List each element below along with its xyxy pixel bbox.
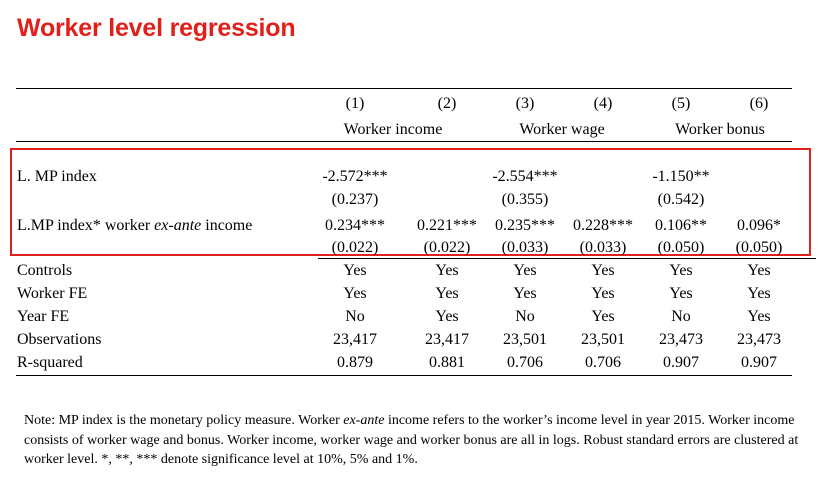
table-cell: 23,473 <box>659 331 703 348</box>
column-number: (6) <box>749 95 769 112</box>
table-cell: Yes <box>591 308 615 325</box>
row-label-mp-index: L. MP index <box>17 168 97 185</box>
table-cell: 23,473 <box>737 331 781 348</box>
table-cell: 0.706 <box>585 354 621 371</box>
table-cell: 0.879 <box>337 354 373 371</box>
row-label-worker-fe: Worker FE <box>17 285 88 302</box>
table-note: Note: MP index is the monetary policy me… <box>24 413 799 467</box>
table-cell: Yes <box>435 285 459 302</box>
table-cell: (0.050) <box>735 239 783 256</box>
table-cell: No <box>515 308 535 325</box>
table-cell: (0.022) <box>331 239 379 256</box>
highlight-box <box>10 148 811 256</box>
slide-title: Worker level regression <box>17 14 296 42</box>
row-label-rsquared: R-squared <box>17 354 83 371</box>
coefficient-bottom-rule <box>318 258 816 259</box>
header-bottom-rule <box>16 141 792 142</box>
table-cell: Yes <box>747 308 771 325</box>
table-cell: -1.150** <box>652 168 710 185</box>
table-cell: (0.050) <box>657 239 705 256</box>
row-label-controls: Controls <box>17 262 73 279</box>
group-header-wage: Worker wage <box>519 121 605 138</box>
table-bottom-rule <box>16 375 792 376</box>
table-cell: 0.881 <box>429 354 465 371</box>
table-cell: 0.235*** <box>495 217 555 234</box>
table-cell: 23,501 <box>503 331 547 348</box>
table-cell: Yes <box>747 285 771 302</box>
column-number: (2) <box>437 95 457 112</box>
table-top-rule <box>16 88 792 89</box>
column-number: (5) <box>671 95 691 112</box>
table-cell: Yes <box>435 308 459 325</box>
table-cell: 23,501 <box>581 331 625 348</box>
table-cell: 23,417 <box>425 331 469 348</box>
table-cell: Yes <box>513 285 537 302</box>
group-header-income: Worker income <box>343 121 443 138</box>
table-cell: 0.228*** <box>573 217 633 234</box>
table-cell: No <box>671 308 691 325</box>
table-cell: (0.033) <box>579 239 627 256</box>
table-cell: Yes <box>669 285 693 302</box>
table-cell: 0.706 <box>507 354 543 371</box>
table-cell: Yes <box>747 262 771 279</box>
table-cell: (0.033) <box>501 239 549 256</box>
row-label-year-fe: Year FE <box>17 308 70 325</box>
column-number: (1) <box>345 95 365 112</box>
table-cell: 0.221*** <box>417 217 477 234</box>
column-number: (4) <box>593 95 613 112</box>
table-cell: Yes <box>591 285 615 302</box>
group-header-bonus: Worker bonus <box>675 121 765 138</box>
table-cell: 23,417 <box>333 331 377 348</box>
table-cell: Yes <box>343 262 367 279</box>
table-cell: Yes <box>513 262 537 279</box>
table-cell: Yes <box>435 262 459 279</box>
row-label-observations: Observations <box>17 331 102 348</box>
table-cell: (0.022) <box>423 239 471 256</box>
table-cell: -2.554*** <box>492 168 558 185</box>
table-cell: Yes <box>343 285 367 302</box>
table-cell: Yes <box>591 262 615 279</box>
table-cell: No <box>345 308 365 325</box>
table-cell: (0.355) <box>501 191 549 208</box>
table-cell: 0.907 <box>741 354 777 371</box>
row-label-interaction: L.MP index* worker ex-ante income <box>17 217 253 234</box>
table-cell: Yes <box>669 262 693 279</box>
table-cell: 0.106** <box>655 217 707 234</box>
table-cell: 0.907 <box>663 354 699 371</box>
table-cell: 0.234*** <box>325 217 385 234</box>
table-cell: 0.096* <box>737 217 781 234</box>
table-cell: (0.237) <box>331 191 379 208</box>
column-number: (3) <box>515 95 535 112</box>
table-cell: (0.542) <box>657 191 705 208</box>
table-cell: -2.572*** <box>322 168 388 185</box>
